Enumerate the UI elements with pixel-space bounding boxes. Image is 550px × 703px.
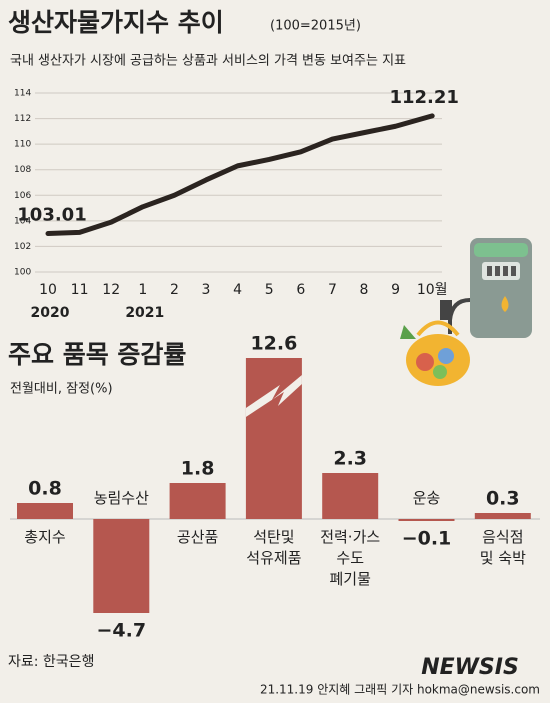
- value-label: 2.3: [333, 448, 367, 470]
- y-tick-label: 110: [14, 140, 31, 150]
- line-title: 생산자물가지수 추이: [8, 8, 224, 37]
- category-label-line: 수도: [336, 549, 364, 567]
- y-tick-label: 114: [14, 89, 31, 99]
- bar: [398, 519, 455, 521]
- x-tick-label: 12: [102, 282, 120, 298]
- y-tick-label: 108: [14, 165, 31, 175]
- category-label-line: 석유제품: [246, 549, 301, 567]
- value-label: −0.1: [402, 528, 452, 550]
- category-label-line: 전력·가스: [320, 528, 380, 546]
- line-subtitle: (100=2015년): [270, 19, 361, 34]
- bar-title: 주요 품목 증감률: [8, 340, 186, 369]
- value-label: 103.01: [17, 205, 86, 226]
- bar: [474, 513, 531, 519]
- x-tick-label: 10월: [417, 282, 448, 298]
- category-label-line: 공산품: [177, 528, 218, 546]
- value-label: 12.6: [250, 333, 297, 355]
- category-label-line: 총지수: [24, 528, 65, 546]
- credit: 21.11.19 안지혜 그래픽 기자 hokma@newsis.com: [260, 683, 540, 697]
- category-label-line: 석탄및: [253, 528, 294, 546]
- bar: [17, 503, 73, 519]
- value-label: 112.21: [389, 87, 458, 108]
- category-label: 총지수: [24, 528, 65, 546]
- x-tick-label: 3: [202, 282, 211, 298]
- x-tick-label: 5: [265, 282, 274, 298]
- x-tick-label: 1: [138, 282, 147, 298]
- y-tick-label: 106: [14, 191, 31, 201]
- value-label: 1.8: [181, 458, 215, 480]
- category-label: 농림수산: [94, 489, 149, 507]
- category-label: 운송: [413, 489, 441, 507]
- category-label-line: 농림수산: [94, 489, 149, 507]
- category-label-line: 운송: [413, 489, 441, 507]
- value-label: 0.8: [28, 478, 62, 500]
- x-tick-label: 7: [328, 282, 337, 298]
- x-tick-label: 11: [71, 282, 89, 298]
- line-description: 국내 생산자가 시장에 공급하는 상품과 서비스의 가격 변동 보여주는 지표: [10, 54, 406, 69]
- value-label: −4.7: [97, 620, 147, 642]
- break-mark: [245, 375, 302, 417]
- x-tick-label: 6: [296, 282, 305, 298]
- source: 자료: 한국은행: [8, 654, 94, 670]
- x-tick-label: 10: [39, 282, 57, 298]
- value-label: 0.3: [486, 488, 520, 510]
- category-label-line: 폐기물: [329, 570, 370, 588]
- x-tick-label: 8: [360, 282, 369, 298]
- x-tick-label: 4: [233, 282, 242, 298]
- year-label: 2021: [125, 305, 164, 321]
- x-tick-label: 2: [170, 282, 179, 298]
- bar: [322, 473, 379, 519]
- y-tick-label: 100: [14, 268, 31, 278]
- y-tick-label: 102: [14, 242, 31, 252]
- x-tick-label: 9: [391, 282, 400, 298]
- y-tick-label: 104: [14, 216, 31, 226]
- basket-icon: [400, 320, 470, 386]
- category-label: 공산품: [177, 528, 218, 546]
- bar-subtitle: 전월대비, 잠정(%): [10, 382, 113, 397]
- category-label-line: 음식점: [482, 528, 523, 546]
- bar: [93, 519, 150, 613]
- year-label: 2020: [31, 305, 70, 321]
- gas-pump-icon: [440, 238, 532, 338]
- brand-watermark: NEWSIS: [421, 655, 519, 680]
- line-series: [45, 113, 435, 237]
- category-label-line: 및 숙박: [480, 549, 526, 567]
- bar: [169, 483, 226, 519]
- y-tick-label: 112: [14, 114, 31, 124]
